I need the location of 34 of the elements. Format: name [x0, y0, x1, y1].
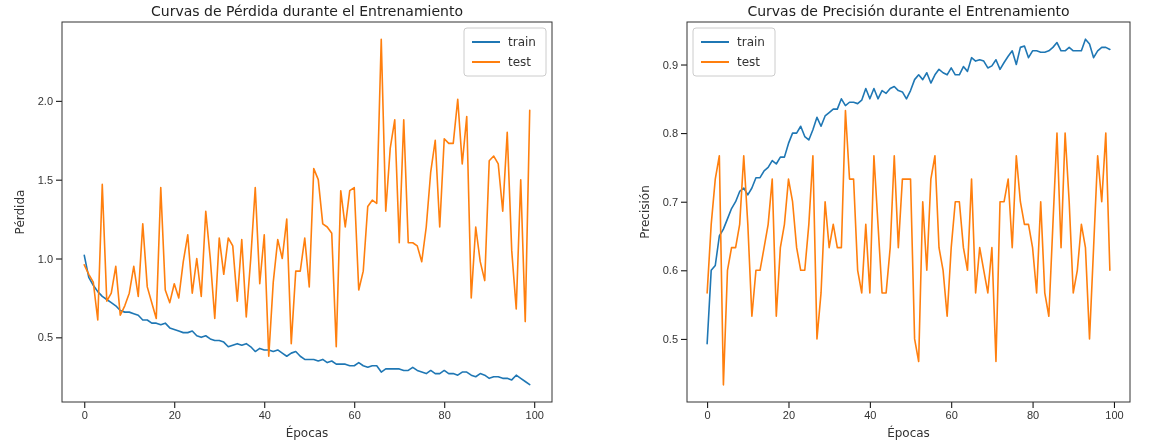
y-tick-label: 2.0 — [37, 94, 53, 107]
y-tick-label: 0.8 — [662, 127, 678, 140]
legend-label: test — [737, 55, 761, 69]
line-series — [706, 38, 1111, 345]
y-tick-label: 0.5 — [662, 332, 678, 345]
x-axis-title: Épocas — [887, 425, 930, 440]
x-tick-label: 20 — [782, 408, 796, 421]
x-tick-label: 0 — [704, 408, 711, 421]
legend-label: train — [508, 35, 536, 49]
x-tick-label: 60 — [945, 408, 958, 421]
chart-title: Curvas de Pérdida durante el Entrenamiento — [151, 3, 463, 19]
y-axis-title: Precisión — [638, 185, 652, 239]
legend-label: train — [737, 35, 765, 49]
line-series — [706, 109, 1111, 386]
x-tick-label: 60 — [348, 408, 361, 421]
chart-title: Curvas de Precisión durante el Entrenamiento — [747, 3, 1070, 19]
y-tick-label: 0.5 — [37, 331, 53, 344]
x-tick-label: 100 — [1105, 408, 1124, 421]
x-tick-label: 40 — [258, 408, 271, 421]
y-tick-label: 0.7 — [662, 195, 678, 208]
line-series — [83, 254, 531, 386]
y-tick-label: 0.6 — [662, 264, 678, 277]
x-tick-label: 40 — [864, 408, 877, 421]
x-tick-label: 0 — [81, 408, 88, 421]
y-tick-label: 0.9 — [662, 58, 678, 71]
x-tick-label: 20 — [168, 408, 181, 421]
y-tick-label: 1.5 — [37, 173, 53, 186]
y-axis-title: Pérdida — [13, 189, 27, 235]
x-tick-label: 80 — [438, 408, 451, 421]
x-tick-label: 80 — [1026, 408, 1040, 421]
x-axis-title: Épocas — [285, 425, 329, 440]
legend-label: test — [508, 55, 532, 69]
y-tick-label: 1.0 — [37, 252, 53, 265]
x-tick-label: 100 — [525, 408, 544, 421]
